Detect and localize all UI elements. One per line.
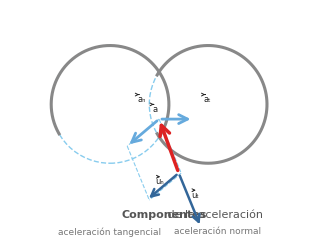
Text: aₙ: aₙ [137,95,146,104]
Text: a: a [152,105,157,114]
Text: uₜ: uₜ [192,191,199,200]
Text: de la aceleración: de la aceleración [164,210,263,220]
Text: aceleración normal: aceleración normal [174,227,261,236]
Text: aceleración tangencial: aceleración tangencial [58,227,162,237]
Text: uₙ: uₙ [155,177,164,186]
Text: aₜ: aₜ [203,95,211,104]
Text: Componentes: Componentes [121,210,207,220]
